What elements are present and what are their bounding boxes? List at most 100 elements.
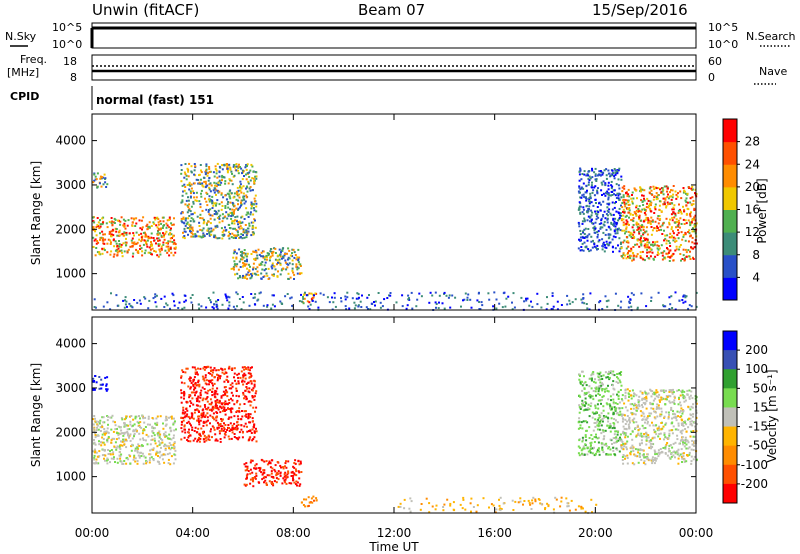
scatter-cell <box>652 198 655 201</box>
scatter-cell <box>623 229 626 232</box>
scatter-cell <box>205 383 208 386</box>
scatter-cell <box>248 304 251 307</box>
scatter-cell <box>644 239 646 242</box>
scatter-cell <box>666 442 669 444</box>
scatter-cell <box>530 300 532 303</box>
scatter-cell <box>579 212 582 215</box>
scatter-cell <box>208 213 211 216</box>
scatter-cell <box>234 263 236 266</box>
scatter-cell <box>220 427 223 430</box>
scatter-cell <box>212 417 215 419</box>
nsky-label: N.Sky <box>5 30 37 43</box>
scatter-cell <box>191 213 194 216</box>
scatter-cell <box>604 194 607 197</box>
scatter-cell <box>609 453 612 456</box>
scatter-cell <box>237 234 240 236</box>
scatter-cell <box>597 419 599 422</box>
scatter-cell <box>240 227 243 230</box>
scatter-cell <box>216 199 219 202</box>
scatter-cell <box>284 259 287 262</box>
scatter-cell <box>252 207 255 209</box>
scatter-cell <box>685 447 688 450</box>
scatter-cell <box>215 419 218 422</box>
scatter-cell <box>668 296 671 299</box>
scatter-cell <box>620 300 623 303</box>
scatter-cell <box>615 407 617 410</box>
scatter-cell <box>203 366 206 368</box>
scatter-cell <box>676 221 678 223</box>
scatter-cell <box>236 415 239 418</box>
scatter-cell <box>131 244 134 247</box>
scatter-cell <box>266 274 269 277</box>
scatter-cell <box>243 463 246 466</box>
scatter-cell <box>213 382 216 385</box>
cpid-value: normal (fast) 151 <box>96 93 214 107</box>
scatter-cell <box>608 370 610 373</box>
scatter-cell <box>180 416 183 419</box>
scatter-cell <box>187 209 190 212</box>
scatter-cell <box>124 425 127 428</box>
scatter-cell <box>632 252 635 254</box>
scatter-cell <box>282 466 284 469</box>
scatter-cell <box>588 202 591 205</box>
scatter-cell <box>143 296 146 299</box>
scatter-cell <box>653 436 656 439</box>
scatter-cell <box>566 303 569 306</box>
scatter-cell <box>366 296 369 299</box>
scatter-cell <box>579 427 582 429</box>
scatter-cell <box>683 445 686 448</box>
scatter-cell <box>121 462 124 465</box>
scatter-cell <box>622 218 625 221</box>
scatter-cell <box>675 193 678 196</box>
scatter-cell <box>239 186 242 189</box>
scatter-cell <box>620 444 623 447</box>
scatter-cell <box>197 380 200 382</box>
scatter-cell <box>641 188 644 191</box>
scatter-cell <box>677 422 680 425</box>
scatter-cell <box>612 401 615 404</box>
scatter-cell <box>252 485 255 488</box>
scatter-cell <box>617 178 620 181</box>
scatter-cell <box>101 454 104 457</box>
scatter-cell <box>589 220 591 223</box>
scatter-cell <box>103 428 106 430</box>
scatter-cell <box>617 219 620 222</box>
scatter-cell <box>681 457 684 460</box>
scatter-cell <box>672 206 675 209</box>
scatter-cell <box>536 303 539 306</box>
scatter-cell <box>310 292 313 295</box>
scatter-cell <box>598 416 601 419</box>
scatter-cell <box>158 248 161 251</box>
scatter-cell <box>109 416 112 419</box>
scatter-cell <box>229 197 232 200</box>
scatter-cell <box>173 447 176 450</box>
scatter-cell <box>233 415 236 418</box>
scatter-cell <box>635 435 638 438</box>
scatter-cell <box>657 449 660 452</box>
scatter-cell <box>124 219 127 222</box>
scatter-cell <box>295 474 298 477</box>
scatter-cell <box>158 456 161 459</box>
scatter-cell <box>671 392 674 395</box>
scatter-cell <box>192 380 195 383</box>
scatter-cell <box>591 176 594 179</box>
scatter-cell <box>326 296 329 299</box>
scatter-cell <box>597 211 600 214</box>
scatter-cell <box>627 392 630 395</box>
scatter-cell <box>161 439 164 442</box>
scatter-cell <box>344 305 347 308</box>
scatter-cell <box>655 196 658 198</box>
scatter-cell <box>236 165 239 168</box>
scatter-cell <box>223 403 226 406</box>
scatter-cell <box>627 208 629 211</box>
scatter-cell <box>224 413 227 416</box>
scatter-cell <box>198 307 201 310</box>
scatter-cell <box>642 258 645 261</box>
scatter-cell <box>124 431 127 434</box>
scatter-cell <box>690 187 693 190</box>
scatter-cell <box>246 185 248 188</box>
scatter-cell <box>239 180 242 183</box>
scatter-cell <box>609 395 612 398</box>
scatter-cell <box>260 255 263 258</box>
scatter-cell <box>676 450 679 453</box>
